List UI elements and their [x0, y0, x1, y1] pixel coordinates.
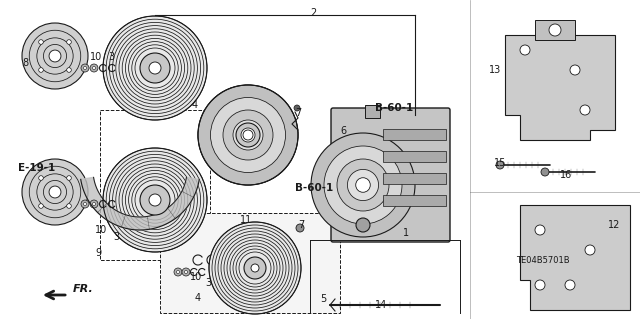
Text: 7: 7 [295, 108, 301, 118]
Circle shape [243, 130, 253, 140]
Circle shape [585, 245, 595, 255]
Circle shape [67, 40, 71, 44]
Text: 10: 10 [95, 225, 108, 235]
Circle shape [211, 98, 285, 173]
Text: FR.: FR. [73, 284, 93, 294]
Circle shape [549, 24, 561, 36]
Circle shape [174, 268, 182, 276]
Circle shape [182, 268, 190, 276]
Circle shape [294, 105, 300, 111]
Bar [160, 213, 340, 313]
Text: 3: 3 [205, 278, 211, 288]
Circle shape [49, 50, 61, 62]
Circle shape [244, 257, 266, 279]
Circle shape [22, 159, 88, 225]
Text: 15: 15 [494, 158, 506, 168]
Polygon shape [365, 105, 380, 118]
Text: 2: 2 [310, 8, 316, 18]
Bar [383, 195, 446, 206]
Bar [100, 110, 210, 260]
Bar [383, 151, 446, 162]
Circle shape [241, 128, 255, 142]
Circle shape [83, 66, 86, 70]
Circle shape [149, 62, 161, 74]
Polygon shape [505, 35, 615, 140]
Circle shape [198, 85, 298, 185]
Circle shape [81, 64, 89, 72]
Circle shape [535, 225, 545, 235]
Circle shape [209, 222, 301, 314]
Text: TE04B5701B: TE04B5701B [516, 256, 570, 265]
Circle shape [67, 176, 71, 180]
Circle shape [356, 218, 370, 232]
Circle shape [67, 204, 71, 208]
Text: 4: 4 [195, 293, 201, 303]
Circle shape [565, 280, 575, 290]
Circle shape [580, 105, 590, 115]
Circle shape [67, 68, 71, 72]
Text: B-60-1: B-60-1 [375, 103, 413, 113]
Text: 7: 7 [298, 220, 304, 230]
Circle shape [38, 204, 44, 208]
Circle shape [184, 271, 188, 273]
Text: 3: 3 [113, 232, 119, 242]
Circle shape [251, 264, 259, 272]
Text: 1: 1 [403, 228, 409, 238]
Circle shape [90, 200, 98, 208]
Circle shape [236, 123, 260, 147]
Text: 16: 16 [560, 170, 572, 180]
Circle shape [223, 110, 273, 160]
Text: 3: 3 [108, 52, 114, 62]
Circle shape [38, 176, 44, 180]
Circle shape [103, 148, 207, 252]
Circle shape [356, 178, 371, 192]
Circle shape [348, 169, 379, 201]
Text: B-60-1: B-60-1 [295, 183, 333, 193]
Text: 10: 10 [190, 272, 202, 282]
Text: 8: 8 [22, 58, 28, 68]
Text: 12: 12 [608, 220, 620, 230]
Circle shape [570, 65, 580, 75]
Circle shape [103, 16, 207, 120]
Circle shape [496, 161, 504, 169]
Text: 10: 10 [90, 52, 102, 62]
Circle shape [541, 168, 549, 176]
Circle shape [337, 159, 389, 211]
Text: E-19-1: E-19-1 [18, 163, 55, 173]
Circle shape [233, 120, 263, 150]
Polygon shape [520, 205, 630, 310]
Text: 14: 14 [375, 300, 387, 310]
Circle shape [535, 280, 545, 290]
Circle shape [198, 85, 298, 185]
Circle shape [38, 40, 44, 44]
Bar [535, 20, 575, 40]
Circle shape [22, 23, 88, 89]
Text: 4: 4 [192, 100, 198, 110]
Circle shape [520, 45, 530, 55]
Circle shape [140, 185, 170, 215]
Circle shape [49, 186, 61, 198]
Circle shape [90, 64, 98, 72]
Circle shape [149, 194, 161, 206]
Polygon shape [81, 177, 199, 230]
Circle shape [324, 146, 402, 224]
Text: 11: 11 [240, 215, 252, 225]
Text: 9: 9 [95, 248, 101, 258]
Circle shape [177, 271, 179, 273]
Circle shape [140, 53, 170, 83]
Text: 5: 5 [320, 294, 326, 304]
Circle shape [83, 203, 86, 205]
Circle shape [311, 133, 415, 237]
Bar [383, 129, 446, 140]
Text: 6: 6 [340, 126, 346, 136]
FancyBboxPatch shape [331, 108, 450, 242]
Circle shape [93, 66, 95, 70]
Circle shape [81, 200, 89, 208]
Circle shape [93, 203, 95, 205]
Circle shape [38, 68, 44, 72]
Circle shape [296, 224, 304, 232]
Bar [383, 173, 446, 184]
Text: 13: 13 [489, 65, 501, 75]
